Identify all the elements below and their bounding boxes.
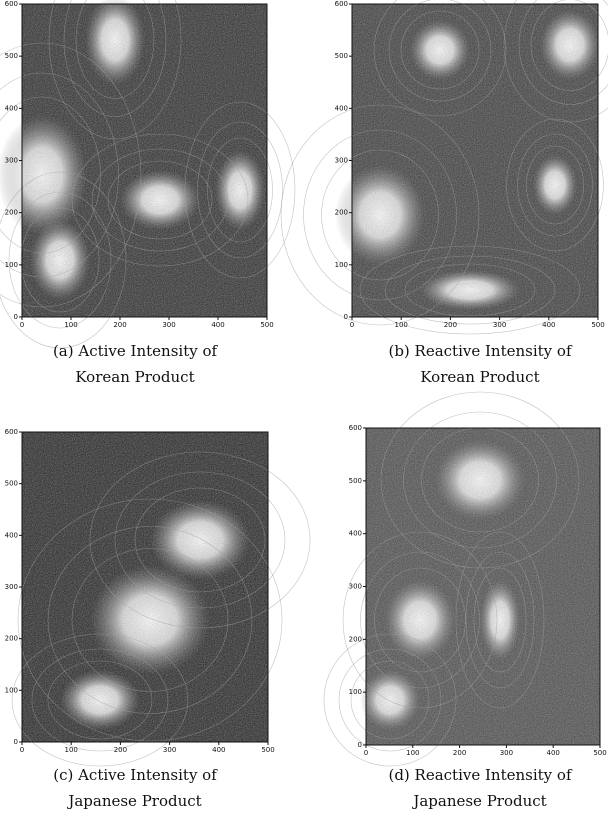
x-tick-label: 300 [500,749,513,757]
y-tick-label: 100 [349,688,362,696]
contour-plot [0,0,295,348]
x-tick-label: 300 [162,321,175,329]
y-tick-label: 100 [5,686,18,694]
contour-plot [12,432,310,766]
y-tick-label: 100 [335,261,348,269]
caption: (b) Reactive Intensity of [388,342,572,360]
x-tick-label: 400 [547,749,560,757]
caption: Japanese Product [66,792,201,810]
y-tick-label: 0 [14,738,18,746]
plot-grain [22,432,268,742]
y-tick-label: 600 [5,0,18,8]
y-tick-label: 0 [358,741,362,749]
x-tick-label: 500 [261,746,274,754]
x-tick-label: 200 [453,749,466,757]
y-tick-label: 200 [349,635,362,643]
x-tick-label: 400 [542,321,555,329]
x-tick-label: 100 [395,321,408,329]
x-tick-label: 200 [113,321,126,329]
x-tick-label: 300 [163,746,176,754]
y-tick-label: 500 [5,52,18,60]
x-tick-label: 500 [260,321,273,329]
x-tick-label: 500 [591,321,604,329]
y-tick-label: 100 [5,261,18,269]
y-tick-label: 300 [5,157,18,165]
y-tick-label: 500 [5,480,18,488]
y-tick-label: 0 [14,313,18,321]
caption: Korean Product [75,368,194,386]
plot-grain [366,428,600,745]
y-tick-label: 500 [335,52,348,60]
y-tick-label: 600 [5,428,18,436]
y-tick-label: 300 [335,157,348,165]
x-tick-label: 500 [593,749,606,757]
y-tick-label: 600 [349,424,362,432]
plot-grain [352,4,598,317]
y-tick-label: 0 [344,313,348,321]
y-tick-label: 200 [5,635,18,643]
plot-grain [22,4,267,317]
x-tick-label: 0 [350,321,354,329]
x-tick-label: 400 [211,321,224,329]
y-tick-label: 400 [335,104,348,112]
x-tick-label: 100 [64,321,77,329]
caption: Japanese Product [411,792,546,810]
y-tick-label: 200 [5,209,18,217]
y-tick-label: 300 [5,583,18,591]
x-tick-label: 200 [444,321,457,329]
x-tick-label: 0 [20,746,24,754]
x-tick-label: 400 [212,746,225,754]
caption: (a) Active Intensity of [53,342,219,360]
y-tick-label: 400 [349,530,362,538]
y-tick-label: 400 [5,104,18,112]
figure: 0 100 200 300 400 500 0 100 200 300 400 500 600 (a) A… [0,0,608,818]
y-tick-label: 500 [349,477,362,485]
y-tick-label: 400 [5,531,18,539]
x-tick-label: 300 [493,321,506,329]
caption: (d) Reactive Intensity of [388,766,572,784]
x-tick-label: 100 [406,749,419,757]
x-tick-label: 200 [114,746,127,754]
contour-plot [281,0,608,334]
x-tick-label: 0 [364,749,368,757]
x-tick-label: 0 [20,321,24,329]
caption: (c) Active Intensity of [53,766,218,784]
y-tick-label: 300 [349,583,362,591]
x-tick-label: 100 [65,746,78,754]
y-tick-label: 200 [335,209,348,217]
caption: Korean Product [420,368,539,386]
y-tick-label: 600 [335,0,348,8]
contour-plot [324,392,600,766]
